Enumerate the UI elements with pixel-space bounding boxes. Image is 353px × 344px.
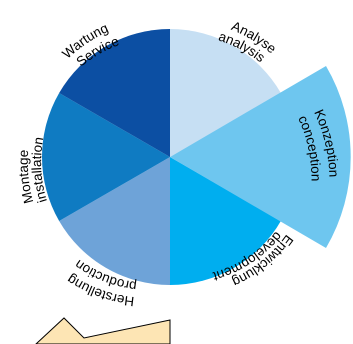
segment-konzeption[interactable]: Konzeption conception <box>170 66 351 248</box>
segment-herstellung[interactable]: Herstellung production <box>59 157 170 309</box>
segment-analyse-wedge <box>170 29 281 157</box>
segment-analyse[interactable]: Analyse analysis <box>170 18 281 157</box>
segment-herstellung-wedge <box>59 157 170 285</box>
segment-montage[interactable]: Montage installation <box>16 93 170 221</box>
segment-wartung-wedge <box>59 29 170 157</box>
segment-entwicklung-wedge <box>170 157 281 285</box>
segment-montage-wedge <box>42 93 170 221</box>
detail-callout-shape <box>35 317 171 344</box>
segment-konzeption-wedge <box>170 66 351 248</box>
